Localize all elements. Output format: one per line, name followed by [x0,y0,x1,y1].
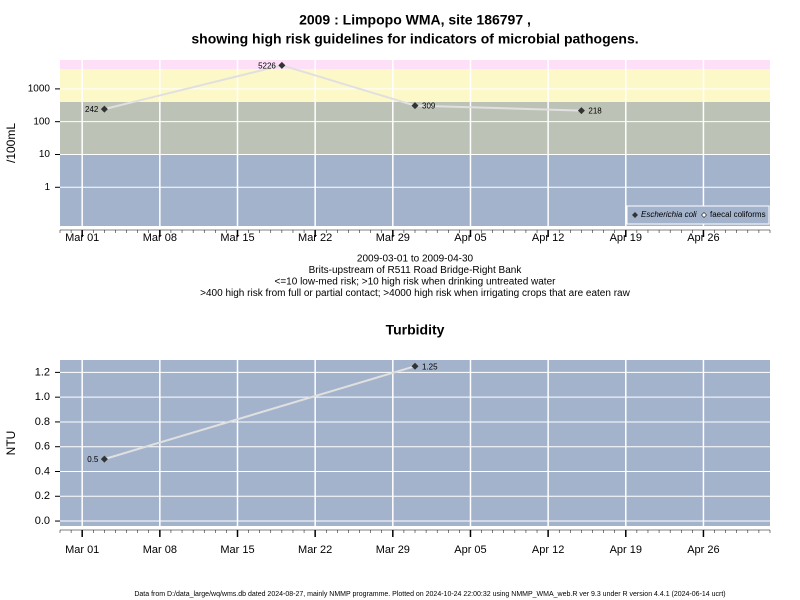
legend-label: faecal coliforms [710,210,766,219]
y-tick-label: 0.6 [35,441,50,453]
y-tick-label: 1.2 [35,366,50,378]
x-tick-label: Mar 29 [376,544,410,556]
data-label: 1.25 [422,362,438,371]
y-tick-label: 0.2 [35,490,50,502]
y-tick-label: 100 [33,116,50,127]
x-tick-label: Mar 29 [376,232,410,244]
data-point [411,102,419,110]
y-tick-label: 0.8 [35,416,50,428]
x-tick-label: Apr 19 [610,232,642,244]
annotation: Brits-upstream of R511 Road Bridge-Right… [309,265,523,276]
data-point [577,107,585,115]
x-tick-label: Apr 26 [687,232,719,244]
data-label: 218 [588,107,602,116]
annotation: >400 high risk from full or partial cont… [200,288,630,299]
x-tick-label: Apr 05 [454,232,486,244]
data-label: 0.5 [87,455,99,464]
plot-background [60,360,770,526]
chart-title: Turbidity [386,322,445,338]
y-axis-title: /100mL [4,123,18,163]
data-label: 309 [422,102,436,111]
annotation: <=10 low-med risk; >10 high risk when dr… [275,277,557,288]
x-tick-label: Mar 08 [143,544,177,556]
x-tick-label: Mar 22 [298,544,332,556]
risk-band [60,69,770,102]
chart-title: showing high risk guidelines for indicat… [191,31,638,47]
x-tick-label: Apr 05 [454,544,486,556]
legend-box [626,205,770,225]
x-tick-label: Mar 01 [65,544,99,556]
x-tick-label: Mar 15 [220,232,254,244]
y-tick-label: 0.4 [35,465,50,477]
data-point [411,362,419,370]
y-tick-label: 1000 [28,84,51,95]
risk-band [60,101,770,155]
y-tick-label: 0.0 [35,515,50,527]
x-tick-label: Mar 01 [65,232,99,244]
data-point [100,455,108,463]
legend-marker [632,212,638,218]
data-label: 242 [85,105,99,114]
x-tick-label: Mar 15 [220,544,254,556]
y-tick-label: 10 [39,149,51,160]
data-line [104,64,582,112]
x-tick-label: Mar 22 [298,232,332,244]
x-tick-label: Apr 19 [610,544,642,556]
footer: Data from D:/data_large/wq/wms.db dated … [134,591,725,598]
x-tick-label: Apr 12 [532,232,564,244]
x-tick-label: Apr 26 [687,544,719,556]
y-tick-label: 1.0 [35,391,50,403]
data-point [100,105,108,113]
risk-band [60,60,770,70]
legend-marker [701,212,707,218]
x-tick-label: Apr 12 [532,544,564,556]
y-axis-title: NTU [4,431,18,456]
chart-title: 2009 : Limpopo WMA, site 186797 , [299,12,531,28]
y-tick-label: 1 [44,182,50,193]
data-line [104,365,416,461]
x-tick-label: Mar 08 [143,232,177,244]
legend-label: Escherichia coli [641,210,697,219]
annotation: 2009-03-01 to 2009-04-30 [357,254,474,265]
data-label: 5226 [258,61,276,70]
data-point [278,61,286,69]
